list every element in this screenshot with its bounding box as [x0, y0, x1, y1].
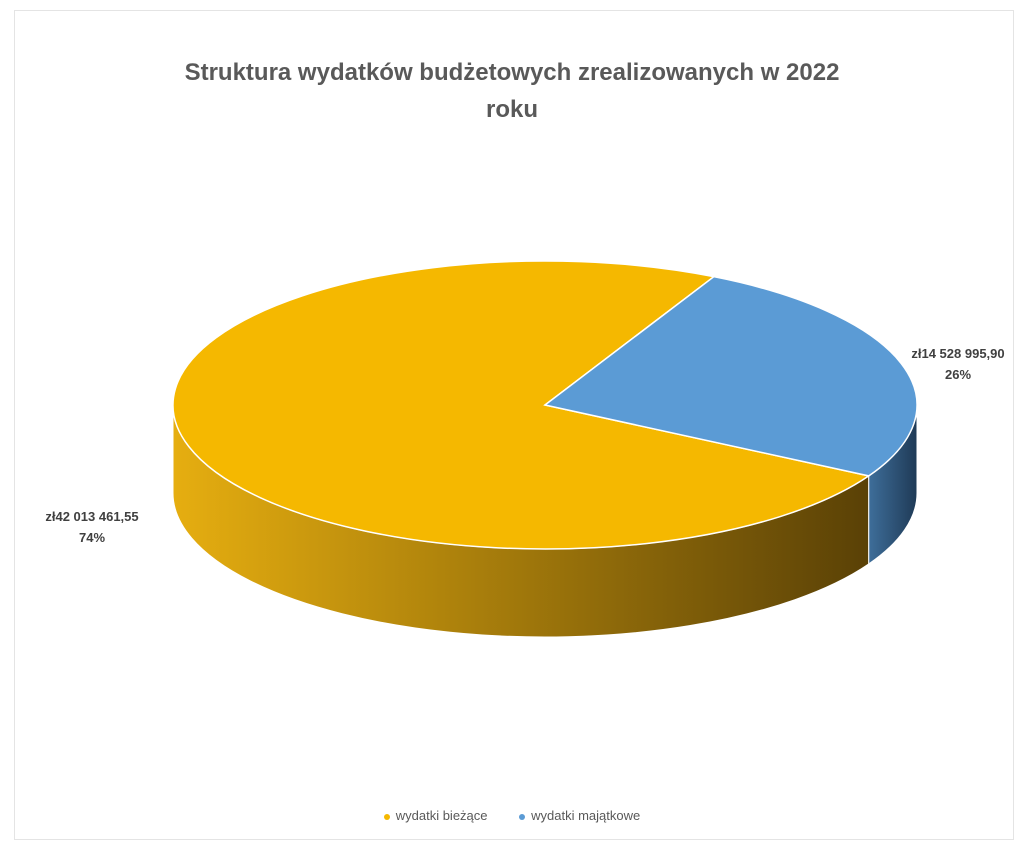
data-label-value-wydatki-majatkowe: zł14 528 995,90: [911, 346, 1004, 361]
data-label-percent-wydatki-majatkowe: 26%: [945, 367, 971, 382]
chart-title-line-1: Struktura wydatków budżetowych zrealizow…: [184, 59, 840, 86]
pie-slice-wydatki-biezace: [172, 260, 871, 550]
legend-swatch-wydatki-biezace: [383, 813, 390, 820]
pie-slice-wydatki-majatkowe: [543, 275, 918, 477]
data-label-value-wydatki-biezace: zł42 013 461,55: [45, 509, 138, 524]
legend-label-wydatki-majatkowe: wydatki majątkowe: [531, 808, 641, 823]
legend-label-wydatki-biezace: wydatki bieżące: [395, 808, 488, 823]
legend-item-wydatki-biezace: wydatki bieżące: [383, 808, 488, 823]
data-label-percent-wydatki-biezace: 74%: [79, 530, 105, 545]
legend-item-wydatki-majatkowe: wydatki majątkowe: [519, 808, 640, 823]
legend: wydatki bieżące wydatki majątkowe: [0, 808, 1024, 823]
legend-swatch-wydatki-majatkowe: [519, 813, 526, 820]
chart-title-line-2: roku: [485, 96, 538, 123]
chart-title: Struktura wydatków budżetowych zrealizow…: [0, 54, 1024, 128]
